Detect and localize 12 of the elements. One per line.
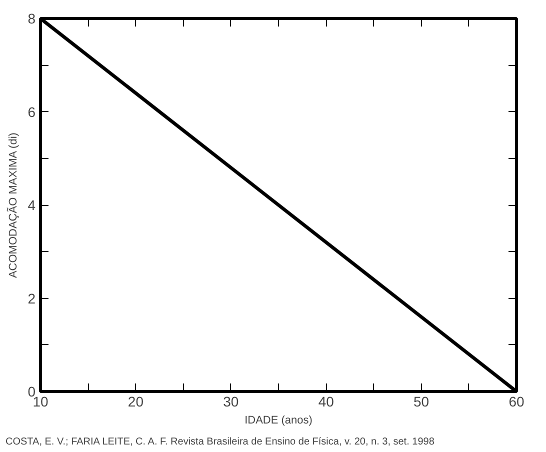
- x-tick-label: 20: [128, 394, 144, 410]
- x-tick-label: 60: [508, 394, 524, 410]
- y-tick-label: 8: [28, 10, 36, 26]
- y-tick-label: 4: [28, 197, 36, 213]
- x-tick-label: 50: [414, 394, 430, 410]
- x-tick-label: 30: [223, 394, 239, 410]
- y-axis-title: ACOMODAÇÃO MAXIMA (di): [6, 132, 20, 278]
- x-axis-title: IDADE (anos): [244, 414, 312, 426]
- x-tick-label: 40: [318, 394, 334, 410]
- text: COSTA, E. V.; FARIA LEITE, C. A. F. Revista Brasileira de Ensino de Física, v. 20, n. 3, set. 1998: [6, 436, 435, 448]
- y-tick-label: 2: [28, 290, 36, 306]
- y-tick-label: 6: [28, 104, 36, 120]
